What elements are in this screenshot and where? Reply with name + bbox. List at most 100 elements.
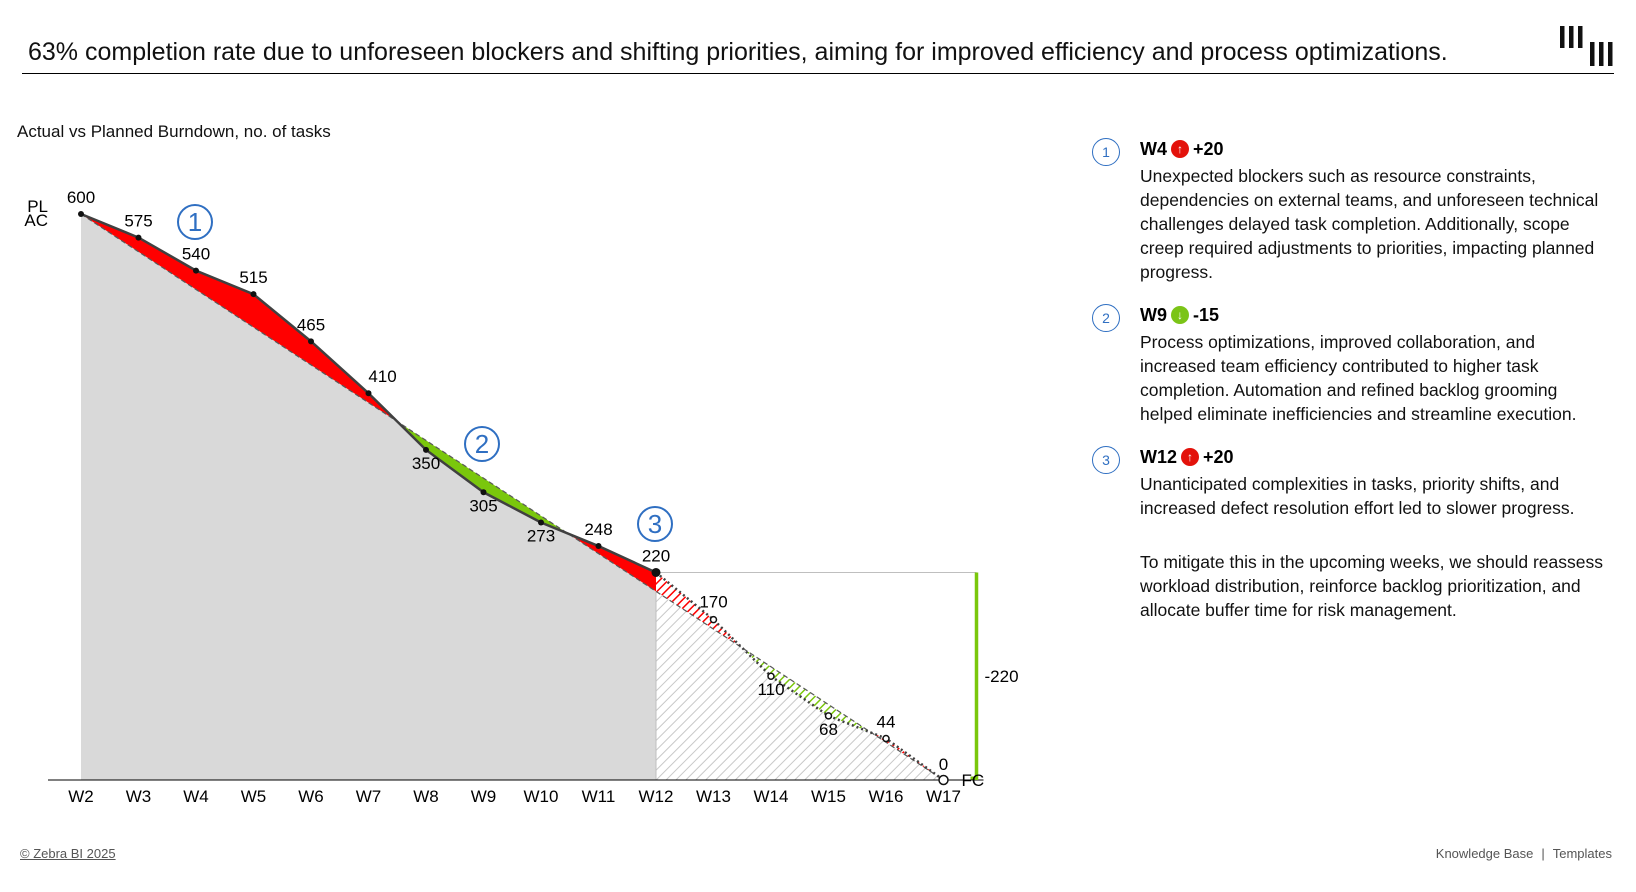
chart-title: Actual vs Planned Burndown, no. of tasks <box>17 122 331 141</box>
note-delta: +20 <box>1203 447 1234 467</box>
arrow-down-icon: ↓ <box>1171 306 1189 324</box>
data-label: 350 <box>412 454 440 473</box>
x-tick-label: W5 <box>241 787 267 806</box>
x-tick-label: W11 <box>582 787 616 806</box>
actual-point <box>538 519 544 526</box>
x-tick-label: W16 <box>869 787 904 806</box>
marker-number: 2 <box>475 429 489 459</box>
data-label: 170 <box>699 593 727 612</box>
note-1: 1 W4 ↑ +20 Unexpected blockers such as r… <box>1092 136 1612 284</box>
note-text: Unexpected blockers such as resource con… <box>1140 166 1599 282</box>
data-label: 68 <box>819 720 838 739</box>
marker-number: 1 <box>188 207 202 237</box>
variance-band <box>742 647 771 677</box>
note-number-badge: 1 <box>1092 138 1120 166</box>
actual-area <box>81 214 656 780</box>
x-tick-label: W17 <box>926 787 961 806</box>
x-tick-label: W14 <box>754 787 789 806</box>
footer-separator: | <box>1541 846 1545 861</box>
variance-band <box>196 270 254 328</box>
actual-point <box>423 446 429 453</box>
data-label: 540 <box>182 245 210 264</box>
note-week: W9 <box>1140 305 1167 325</box>
variance-band <box>253 294 311 365</box>
series-label-actual: AC <box>24 211 48 230</box>
data-label: 248 <box>584 520 612 539</box>
series-label-forecast: FC <box>962 771 985 790</box>
variance-band <box>598 546 656 592</box>
commentary-panel: 1 W4 ↑ +20 Unexpected blockers such as r… <box>1092 136 1612 640</box>
variance-band <box>886 738 944 780</box>
actual-point <box>308 338 314 345</box>
actual-point <box>135 234 142 241</box>
data-label: 220 <box>642 546 670 565</box>
forecast-point <box>938 774 949 786</box>
data-label: 273 <box>527 526 555 545</box>
data-label: 575 <box>124 212 152 231</box>
actual-point <box>480 489 487 496</box>
actual-point <box>651 567 661 577</box>
note-header: W9 ↓ -15 <box>1140 302 1612 328</box>
data-label: 110 <box>757 680 784 699</box>
forecast-area <box>656 572 944 780</box>
forecast-line <box>655 571 945 782</box>
mitigation-text: To mitigate this in the upcoming weeks, … <box>1140 552 1604 620</box>
headline: 63% completion rate due to unforeseen bl… <box>28 38 1448 66</box>
note-week: W12 <box>1140 447 1178 467</box>
x-tick-label: W2 <box>68 787 94 806</box>
note-text: Unanticipated complexities in tasks, pri… <box>1140 474 1575 518</box>
variance-band <box>656 572 714 630</box>
actual-point <box>595 543 602 550</box>
x-tick-label: W4 <box>183 787 209 806</box>
note-header: W12 ↑ +20 <box>1140 444 1612 470</box>
variance-band <box>771 666 829 716</box>
variance-band <box>311 341 369 403</box>
burndown-chart: -220 600 575 540 515 465 410 350 305 273 248 220 170… <box>24 188 1018 806</box>
note-week: W4 <box>1140 139 1167 159</box>
variance-band <box>426 440 484 493</box>
series-label-plan: PL <box>27 197 48 216</box>
marker-circle <box>177 204 213 240</box>
data-label: 44 <box>877 712 896 731</box>
note-delta: -15 <box>1193 305 1220 325</box>
headline-divider <box>22 73 1614 74</box>
x-tick-label: W15 <box>811 787 846 806</box>
x-tick-label: W7 <box>356 787 382 806</box>
x-tick-label: W6 <box>298 787 324 806</box>
templates-link[interactable]: Templates <box>1552 846 1612 861</box>
forecast-point <box>882 734 890 743</box>
actual-point <box>193 267 199 274</box>
variance-band <box>541 515 568 534</box>
note-number-badge: 3 <box>1092 446 1120 474</box>
data-label: 410 <box>368 367 396 386</box>
copyright-link[interactable]: © Zebra BI 2025 <box>20 846 116 861</box>
actual-point <box>250 291 257 298</box>
arrow-up-icon: ↑ <box>1181 448 1200 466</box>
marker-number: 3 <box>648 509 662 539</box>
data-label: 465 <box>297 315 325 334</box>
x-tick-label: W8 <box>413 787 439 806</box>
knowledge-base-link[interactable]: Knowledge Base <box>1435 846 1534 861</box>
note-3: 3 W12 ↑ +20 Unanticipated complexities i… <box>1092 444 1612 622</box>
x-tick-label: W12 <box>639 787 674 806</box>
data-label: 0 <box>939 755 948 774</box>
marker-circle <box>464 426 500 462</box>
forecast-point <box>824 712 833 720</box>
arrow-up-icon: ↑ <box>1171 140 1189 158</box>
actual-point <box>78 211 84 217</box>
forecast-point <box>709 615 718 624</box>
plan-line <box>80 213 944 781</box>
note-text: Process optimizations, improved collabor… <box>1140 332 1577 424</box>
note-delta: +20 <box>1193 139 1224 159</box>
data-label: 600 <box>67 188 95 207</box>
x-tick-label: W13 <box>696 787 731 806</box>
forecast-point <box>767 672 775 680</box>
marker-circle <box>637 506 673 542</box>
variance-band <box>483 478 541 523</box>
x-tick-label: W10 <box>524 787 559 806</box>
actual-point <box>365 390 372 397</box>
note-number-badge: 2 <box>1092 304 1120 332</box>
note-header: W4 ↑ +20 <box>1140 136 1612 162</box>
x-tick-label: W3 <box>126 787 152 806</box>
data-label: 305 <box>469 496 497 515</box>
